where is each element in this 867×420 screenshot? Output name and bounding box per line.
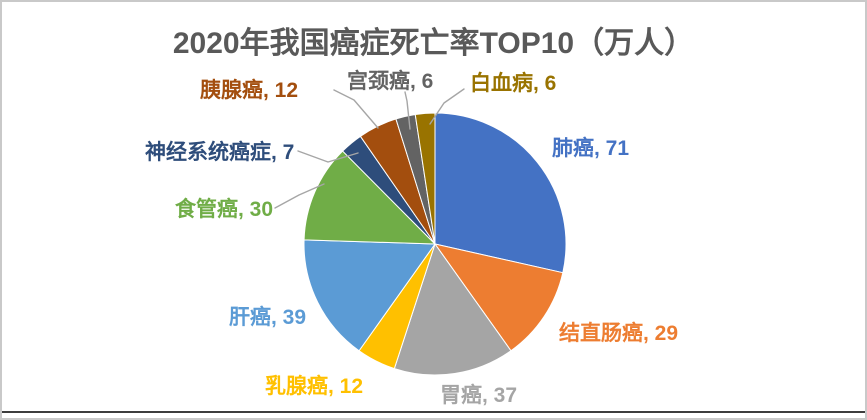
leader-line-cervical-cancer — [404, 91, 411, 130]
pie-slice-colorectal-cancer[interactable] — [434, 243, 564, 352]
pie-slice-liver-cancer[interactable] — [303, 239, 436, 352]
chart-title: 2020年我国癌症死亡率TOP10（万人） — [172, 27, 695, 60]
data-label-colorectal-cancer: 结直肠癌, 29 — [559, 321, 678, 345]
data-label-cervical-cancer: 宫颈癌, 6 — [347, 69, 433, 93]
data-label-breast-cancer: 乳腺癌, 12 — [265, 374, 363, 398]
pie-slice-leukemia[interactable] — [414, 112, 436, 245]
data-label-leukemia: 白血病, 6 — [470, 71, 556, 95]
pie-slice-stomach-cancer[interactable] — [393, 243, 512, 376]
pie-slice-esophageal-cancer[interactable] — [303, 150, 436, 245]
data-label-liver-cancer: 肝癌, 39 — [229, 305, 306, 329]
leader-line-esophageal-cancer — [274, 183, 325, 209]
pie-slice-lung-cancer[interactable] — [434, 112, 567, 274]
leader-line-pancreatic-cancer — [333, 89, 379, 129]
data-label-lung-cancer: 肺癌, 71 — [552, 136, 629, 160]
data-label-pancreatic-cancer: 胰腺癌, 12 — [200, 78, 298, 102]
data-labels: 肺癌, 71 结直肠癌, 29 胃癌, 37 乳腺癌, 12 肝癌, 39 食管… — [145, 69, 678, 407]
data-label-esophageal-cancer: 食管癌, 30 — [175, 197, 273, 221]
data-label-nervous-system-cancer: 神经系统癌症, 7 — [145, 140, 294, 164]
bottom-border-rule — [2, 411, 865, 413]
data-label-stomach-cancer: 胃癌, 37 — [440, 383, 517, 407]
pie-slices — [303, 112, 567, 376]
leader-line-leukemia — [429, 88, 465, 125]
leader-lines — [274, 88, 465, 209]
leader-line-nervous-system-cancer — [297, 150, 359, 163]
